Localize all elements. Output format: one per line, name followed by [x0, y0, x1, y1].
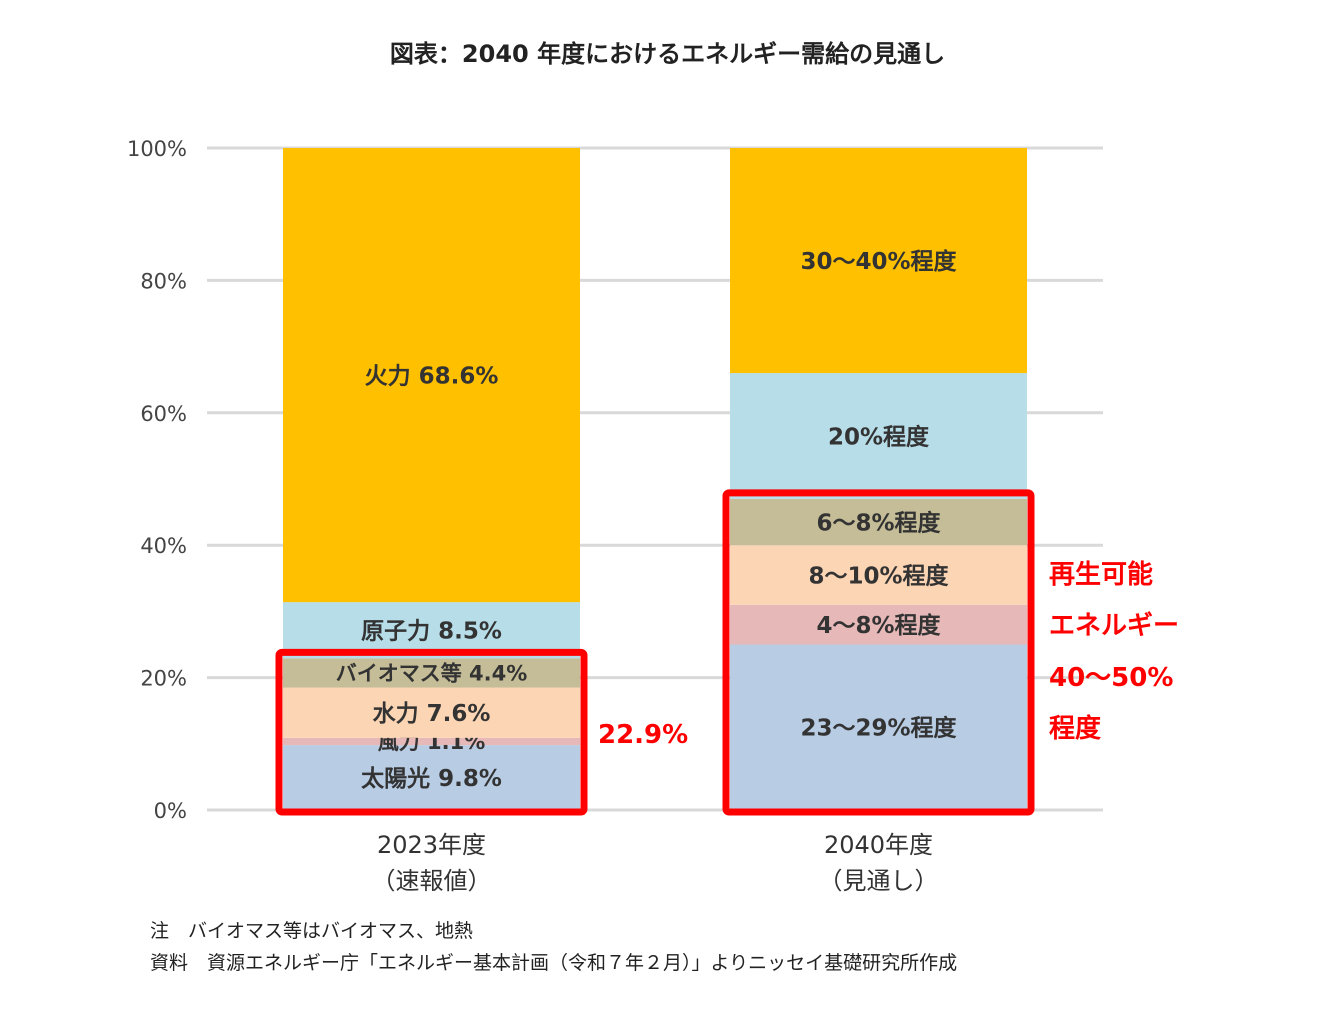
x-category-label: （見通し） [819, 867, 939, 895]
source-note: 資料 資源エネルギー庁「エネルギー基本計画（令和７年２月）」よりニッセイ基礎研究… [150, 952, 958, 974]
renewable-target-label: 40～50% [1049, 663, 1173, 693]
renewable-target-label: 再生可能 [1049, 559, 1153, 590]
renewable-total-label: 22.9% [598, 720, 688, 750]
y-tick-label: 40% [140, 534, 187, 558]
y-tick-label: 60% [140, 402, 187, 426]
bar-segment [730, 545, 1027, 605]
renewable-target-label: エネルギー [1049, 611, 1179, 641]
bar-segment [283, 737, 580, 746]
bar-segment [283, 687, 580, 738]
x-category-label: （速報値） [372, 867, 492, 895]
bar-segment [283, 658, 580, 688]
bar-segment [730, 373, 1027, 499]
bar-segment [730, 148, 1027, 374]
segment-label: 8～10%程度 [808, 562, 949, 589]
bar-segment [730, 644, 1027, 810]
chart-title: 図表：2040 年度におけるエネルギー需給の見通し [389, 40, 946, 68]
renewable-highlight-box [275, 648, 588, 816]
segment-label: 水力 7.6% [373, 701, 491, 727]
segment-label: 4～8%程度 [816, 612, 941, 639]
x-category-label: 2040年度 [824, 831, 933, 859]
segment-label: 太陽光 9.8% [361, 766, 502, 792]
renewable-target-label: 程度 [1049, 713, 1101, 744]
bar-segment [730, 604, 1027, 645]
segment-label: 30～40%程度 [800, 248, 957, 275]
segment-label: 20%程度 [828, 423, 930, 450]
y-tick-label: 0% [154, 799, 187, 823]
y-tick-label: 20% [140, 667, 187, 691]
footnote: 注 バイオマス等はバイオマス、地熱 [150, 920, 474, 942]
bar-segment [730, 498, 1027, 546]
segment-label: 6～8%程度 [816, 509, 941, 536]
renewable-highlight-box [722, 489, 1035, 816]
bar-segment [283, 148, 580, 603]
x-category-label: 2023年度 [377, 831, 486, 859]
y-tick-label: 80% [140, 269, 187, 293]
segment-label: 原子力 8.5% [361, 619, 502, 645]
bar-segment [283, 745, 580, 810]
segment-label: バイオマス等 4.4% [336, 662, 528, 686]
segment-label: 23～29%程度 [800, 715, 957, 742]
segment-label: 火力 68.6% [365, 363, 499, 389]
y-tick-label: 100% [127, 137, 187, 161]
